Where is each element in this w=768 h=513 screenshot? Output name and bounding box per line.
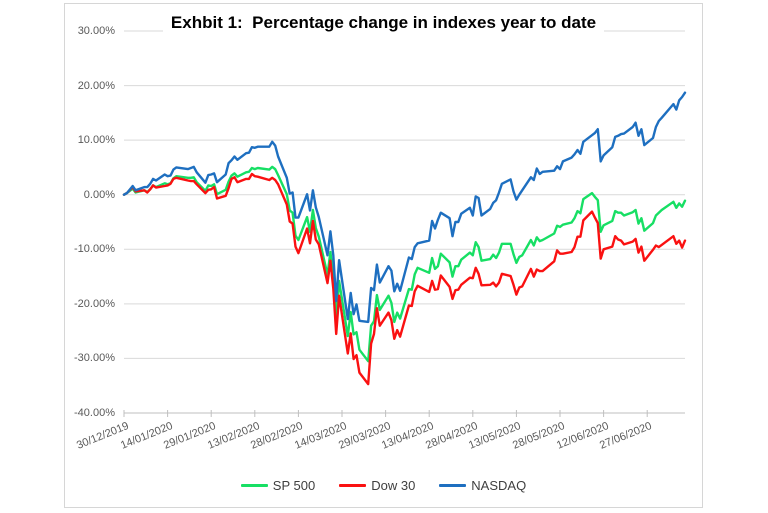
y-axis-tick-label: 10.00% [77,134,115,147]
series-line-dow30[interactable] [122,172,687,386]
legend-item-sp500[interactable]: SP 500 [240,478,316,493]
legend-item-dow30[interactable]: Dow 30 [339,478,415,493]
y-axis-tick-label: -10.00% [74,243,115,256]
plot-area [122,30,687,417]
series-line-sp500[interactable] [122,165,687,363]
legend-item-nasdaq[interactable]: NASDAQ [439,478,526,493]
y-axis-tick-label: 0.00% [83,188,115,201]
y-axis-tick-label: -20.00% [74,297,115,310]
y-axis-tick-label: -30.00% [74,352,115,365]
legend-line-dow30 [339,484,367,487]
y-axis-tick-label: 20.00% [77,79,115,92]
legend-label-dow30: Dow 30 [371,478,416,493]
chart-title: Exhbit 1: Percentage change in indexes y… [162,13,605,33]
legend-label-sp500: SP 500 [272,478,316,493]
legend-label-nasdaq: NASDAQ [471,478,527,493]
legend: SP 500 Dow 30 NASDAQ [65,478,702,493]
legend-line-nasdaq [439,484,467,487]
y-axis-tick-label: 30.00% [77,25,115,37]
chart-frame[interactable]: Exhbit 1: Percentage change in indexes y… [64,3,703,508]
legend-line-sp500 [240,484,268,487]
series-line-nasdaq[interactable] [122,91,687,324]
y-axis-tick-label: -40.00% [74,407,115,419]
